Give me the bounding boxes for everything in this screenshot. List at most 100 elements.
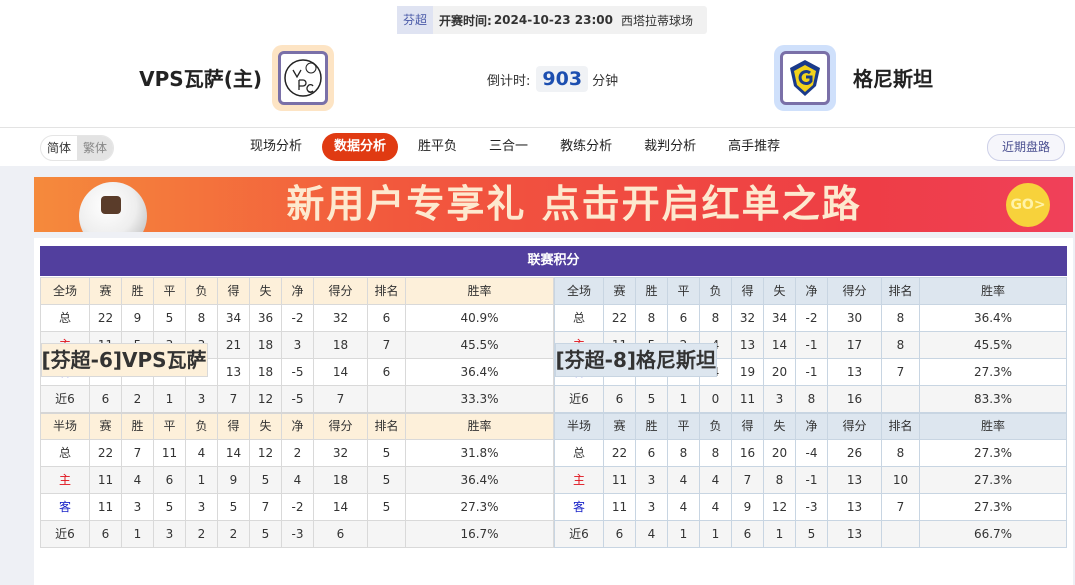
away-team-name[interactable]: 格尼斯坦 [853,67,933,91]
cell: 83.3% [919,385,1067,413]
cell: 8 [881,331,920,359]
cell: 8 [881,439,920,467]
cell: 4 [281,466,314,494]
cell: 1 [667,520,700,548]
column-header: 得 [217,411,250,440]
column-header: 半场 [40,411,90,440]
table-row: 近6 6 5 1 0 11 3 8 16 83.3% [554,385,1067,413]
column-header: 赛 [89,277,122,305]
column-header: 负 [699,411,732,440]
cell: -1 [795,466,828,494]
table-row: 总 22 9 5 8 34 36 -2 32 6 40.9% [40,304,554,332]
row-label: 近6 [554,520,604,548]
table-row: 近6 6 2 1 3 7 12 -5 7 33.3% [40,385,554,413]
tab-live-analysis[interactable]: 现场分析 [250,139,303,154]
table-row: 总 22 7 11 4 14 12 2 32 5 31.8% [40,439,554,467]
column-header: 净 [281,411,314,440]
go-button[interactable]: GO> [1006,183,1050,227]
cell [881,520,920,548]
cell: 2 [217,520,250,548]
cell: 21 [217,331,250,359]
home-team-name[interactable]: VPS瓦萨(主) [139,67,262,91]
column-header: 胜率 [919,411,1067,440]
home-team-logo[interactable] [272,45,334,111]
team-rank-title: [芬超-6]VPS瓦萨 [40,343,208,377]
cell: 6 [367,304,406,332]
cell: 3 [185,493,218,521]
cell: 1 [185,466,218,494]
row-label: 近6 [554,385,604,413]
column-header: 胜 [121,277,154,305]
standings-title: 联赛积分 [40,246,1067,276]
promo-banner[interactable]: 新用户专享礼 点击开启红单之路 GO> [34,177,1073,232]
cell: 40.9% [405,304,554,332]
cell: 26 [827,439,882,467]
banner-text: 新用户专享礼 点击开启红单之路 [286,182,862,226]
row-label: 近6 [40,520,90,548]
tab-coach-analysis[interactable]: 教练分析 [560,139,613,154]
cell: 8 [635,304,668,332]
cell: 3 [635,493,668,521]
cell: 22 [89,439,122,467]
column-header: 平 [667,411,700,440]
cell: 5 [635,385,668,413]
recent-trends-button[interactable]: 近期盘路 [987,134,1066,161]
cell: 36.4% [405,358,554,386]
tab-data-analysis[interactable]: 数据分析 [322,133,399,161]
cell: 4 [699,466,732,494]
column-header: 平 [153,411,186,440]
cell: 5 [367,439,406,467]
cell: 18 [313,331,368,359]
cell: 10 [881,466,920,494]
cell: 22 [603,439,636,467]
cell: 7 [217,385,250,413]
row-label: 主 [40,466,90,494]
venue: 西塔拉蒂球场 [620,13,693,28]
cell: 18 [313,466,368,494]
away-team-logo[interactable] [774,45,836,111]
cell: 7 [313,385,368,413]
cell: 3 [153,520,186,548]
cell: 33.3% [405,385,554,413]
cell: 12 [763,493,796,521]
lang-simplified[interactable]: 简体 [47,141,72,155]
column-header: 排名 [367,411,406,440]
tab-win-draw-loss[interactable]: 胜平负 [418,139,458,154]
table-row: 主 11 3 4 4 7 8 -1 13 10 27.3% [554,466,1067,494]
cell: 3 [763,385,796,413]
cell: 66.7% [919,520,1067,548]
table-row: 总 22 8 6 8 32 34 -2 30 8 36.4% [554,304,1067,332]
column-header: 平 [667,277,700,305]
analysis-tabs: 现场分析 数据分析 胜平负 三合一 教练分析 裁判分析 高手推荐 [238,133,792,161]
column-header: 赛 [603,411,636,440]
tab-three-in-one[interactable]: 三合一 [489,139,529,154]
cell: 16 [731,439,764,467]
cell: 45.5% [919,331,1067,359]
table-row: 总 22 6 8 8 16 20 -4 26 8 27.3% [554,439,1067,467]
cell: 12 [249,439,282,467]
cell: 9 [731,493,764,521]
cell: 4 [699,493,732,521]
cell: 13 [827,358,882,386]
column-header: 得分 [313,411,368,440]
vps-crest-icon [284,59,322,97]
cell: 4 [121,466,154,494]
tab-expert-picks[interactable]: 高手推荐 [728,139,781,154]
row-label: 客 [40,493,90,521]
league-badge[interactable]: 芬超 [397,6,434,34]
cell: 36.4% [919,304,1067,332]
cell: -3 [795,493,828,521]
lang-traditional[interactable]: 繁体 [77,136,114,160]
cell: 16 [827,385,882,413]
cell [881,385,920,413]
cell: 11 [603,493,636,521]
cell: 5 [795,520,828,548]
tab-referee-analysis[interactable]: 裁判分析 [644,139,697,154]
cell: 14 [313,358,368,386]
column-header: 失 [763,411,796,440]
cell: 14 [217,439,250,467]
cell: 27.3% [919,439,1067,467]
cell: 22 [89,304,122,332]
table-row: 近6 6 1 3 2 2 5 -3 6 16.7% [40,520,554,548]
cell: 7 [249,493,282,521]
